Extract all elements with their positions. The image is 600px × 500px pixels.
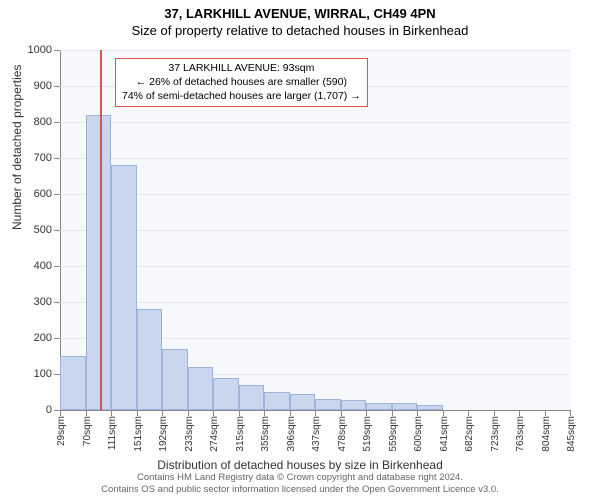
gridline — [60, 158, 570, 159]
x-ticklabel: 315sqm — [235, 416, 246, 452]
y-ticklabel: 500 — [34, 224, 60, 236]
histogram-bar — [417, 405, 443, 410]
x-ticklabel: 478sqm — [337, 416, 348, 452]
gridline — [60, 302, 570, 303]
x-ticklabel: 233sqm — [184, 416, 195, 452]
histogram-bar — [111, 165, 137, 410]
callout-line: 74% of semi-detached houses are larger (… — [122, 89, 361, 103]
attribution-footer: Contains HM Land Registry data © Crown c… — [0, 472, 600, 496]
x-ticklabel: 29sqm — [56, 416, 67, 446]
histogram-bar — [86, 115, 112, 410]
histogram-bar — [366, 403, 392, 410]
histogram-bar — [392, 403, 418, 410]
histogram-bar — [213, 378, 239, 410]
y-ticklabel: 400 — [34, 260, 60, 272]
x-ticklabel: 437sqm — [311, 416, 322, 452]
histogram-bar — [264, 392, 290, 410]
x-ticklabel: 845sqm — [566, 416, 577, 452]
gridline — [60, 122, 570, 123]
x-axis-label: Distribution of detached houses by size … — [0, 458, 600, 472]
gridline — [60, 266, 570, 267]
histogram-bar — [341, 400, 367, 410]
histogram-bar — [137, 309, 163, 410]
page-subtitle: Size of property relative to detached ho… — [0, 21, 600, 38]
x-ticklabel: 682sqm — [464, 416, 475, 452]
x-ticklabel: 519sqm — [362, 416, 373, 452]
property-marker-line — [100, 50, 102, 410]
y-axis-label: Number of detached properties — [10, 65, 24, 230]
y-ticklabel: 800 — [34, 116, 60, 128]
x-ticklabel: 396sqm — [286, 416, 297, 452]
x-ticklabel: 641sqm — [439, 416, 450, 452]
y-ticklabel: 200 — [34, 332, 60, 344]
y-ticklabel: 700 — [34, 152, 60, 164]
histogram-bar — [60, 356, 86, 410]
y-ticklabel: 1000 — [28, 44, 60, 56]
x-ticklabel: 559sqm — [388, 416, 399, 452]
x-ticklabel: 151sqm — [133, 416, 144, 452]
y-ticklabel: 600 — [34, 188, 60, 200]
footer-line-1: Contains HM Land Registry data © Crown c… — [0, 472, 600, 484]
callout-line: ← 26% of detached houses are smaller (59… — [122, 75, 361, 89]
chart-area: 0100200300400500600700800900100029sqm70s… — [60, 50, 570, 410]
x-ticklabel: 600sqm — [413, 416, 424, 452]
x-ticklabel: 111sqm — [107, 416, 118, 450]
y-ticklabel: 900 — [34, 80, 60, 92]
histogram-bar — [239, 385, 265, 410]
gridline — [60, 50, 570, 51]
histogram-bar — [188, 367, 214, 410]
callout-line: 37 LARKHILL AVENUE: 93sqm — [122, 61, 361, 75]
x-ticklabel: 804sqm — [541, 416, 552, 452]
histogram-bar — [162, 349, 188, 410]
x-ticklabel: 274sqm — [209, 416, 220, 452]
gridline — [60, 194, 570, 195]
x-ticklabel: 763sqm — [515, 416, 526, 452]
y-ticklabel: 300 — [34, 296, 60, 308]
x-ticklabel: 355sqm — [260, 416, 271, 452]
page-title: 37, LARKHILL AVENUE, WIRRAL, CH49 4PN — [0, 0, 600, 21]
footer-line-2: Contains OS and public sector informatio… — [0, 484, 600, 496]
y-ticklabel: 0 — [46, 404, 60, 416]
histogram-bar — [315, 399, 341, 410]
histogram-bar — [290, 394, 316, 410]
x-ticklabel: 70sqm — [82, 416, 93, 446]
x-ticklabel: 192sqm — [158, 416, 169, 452]
gridline — [60, 230, 570, 231]
x-ticklabel: 723sqm — [490, 416, 501, 452]
y-ticklabel: 100 — [34, 368, 60, 380]
property-callout: 37 LARKHILL AVENUE: 93sqm← 26% of detach… — [115, 58, 368, 107]
